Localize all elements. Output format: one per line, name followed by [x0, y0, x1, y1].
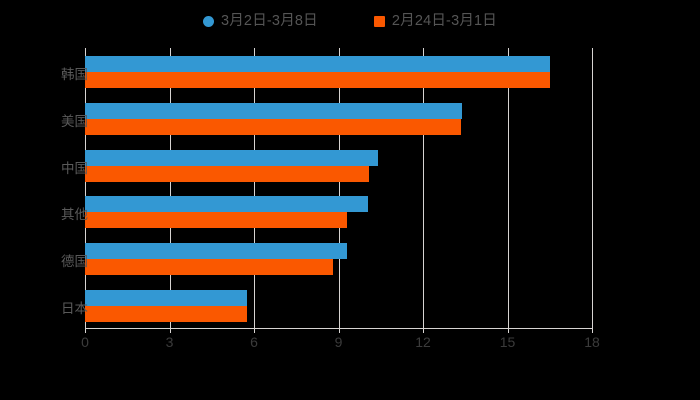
bar-德国-series-1[interactable]	[85, 259, 333, 275]
gridline	[338, 48, 340, 328]
legend-label-series-0: 3月2日-3月8日	[220, 12, 318, 29]
bar-日本-series-1[interactable]	[85, 305, 247, 322]
gridline	[169, 48, 171, 328]
bar-韩国-series-1[interactable]	[85, 72, 550, 89]
x-axis-tick-label: 18	[584, 334, 600, 350]
x-axis-tick	[338, 328, 340, 333]
gridline	[592, 48, 593, 328]
y-axis-category-label: 中国	[61, 160, 88, 176]
bar-中国-series-0[interactable]	[85, 149, 378, 166]
x-axis-tick	[169, 328, 171, 333]
x-axis-tick-label: 0	[81, 334, 89, 350]
y-axis-category-label: 其他	[61, 207, 88, 223]
legend-item-series-0[interactable]: 3月2日-3月8日	[202, 12, 318, 29]
gridline	[507, 48, 509, 328]
bar-美国-series-0[interactable]	[85, 103, 463, 119]
x-axis-tick	[254, 328, 255, 333]
x-axis-tick	[592, 328, 593, 333]
x-axis-tick-label: 12	[415, 334, 431, 350]
y-axis-category-label: 美国	[61, 114, 88, 129]
gridline	[254, 48, 255, 328]
x-axis-tick	[85, 328, 86, 333]
bar-德国-series-0[interactable]	[85, 243, 347, 259]
gridline	[423, 48, 424, 328]
bar-韩国-series-0[interactable]	[85, 56, 550, 73]
gridline	[85, 48, 86, 328]
circle-marker-icon	[202, 15, 214, 27]
x-axis-tick-label: 9	[334, 334, 343, 350]
x-axis-tick-label: 3	[165, 334, 174, 350]
legend-label-series-1: 2月24日-3月1日	[391, 12, 498, 29]
x-axis-tick-label: 6	[250, 334, 258, 350]
x-axis-tick-label: 15	[499, 334, 516, 350]
y-axis-category-label: 德国	[61, 254, 88, 269]
bar-日本-series-0[interactable]	[85, 289, 247, 306]
y-axis-category-label: 韩国	[61, 67, 88, 83]
chart-legend: 3月2日-3月8日 2月24日-3月1日	[0, 8, 700, 34]
bar-美国-series-1[interactable]	[85, 119, 462, 135]
legend-item-series-1[interactable]: 2月24日-3月1日	[373, 12, 498, 29]
x-axis-tick	[423, 328, 424, 333]
plot-area	[85, 48, 593, 328]
bar-其他-series-1[interactable]	[85, 212, 347, 229]
y-axis-category-label: 日本	[61, 300, 88, 316]
square-marker-icon	[373, 15, 385, 27]
bar-其他-series-0[interactable]	[85, 196, 369, 213]
bar-中国-series-1[interactable]	[85, 165, 370, 182]
x-axis-tick	[507, 328, 509, 333]
